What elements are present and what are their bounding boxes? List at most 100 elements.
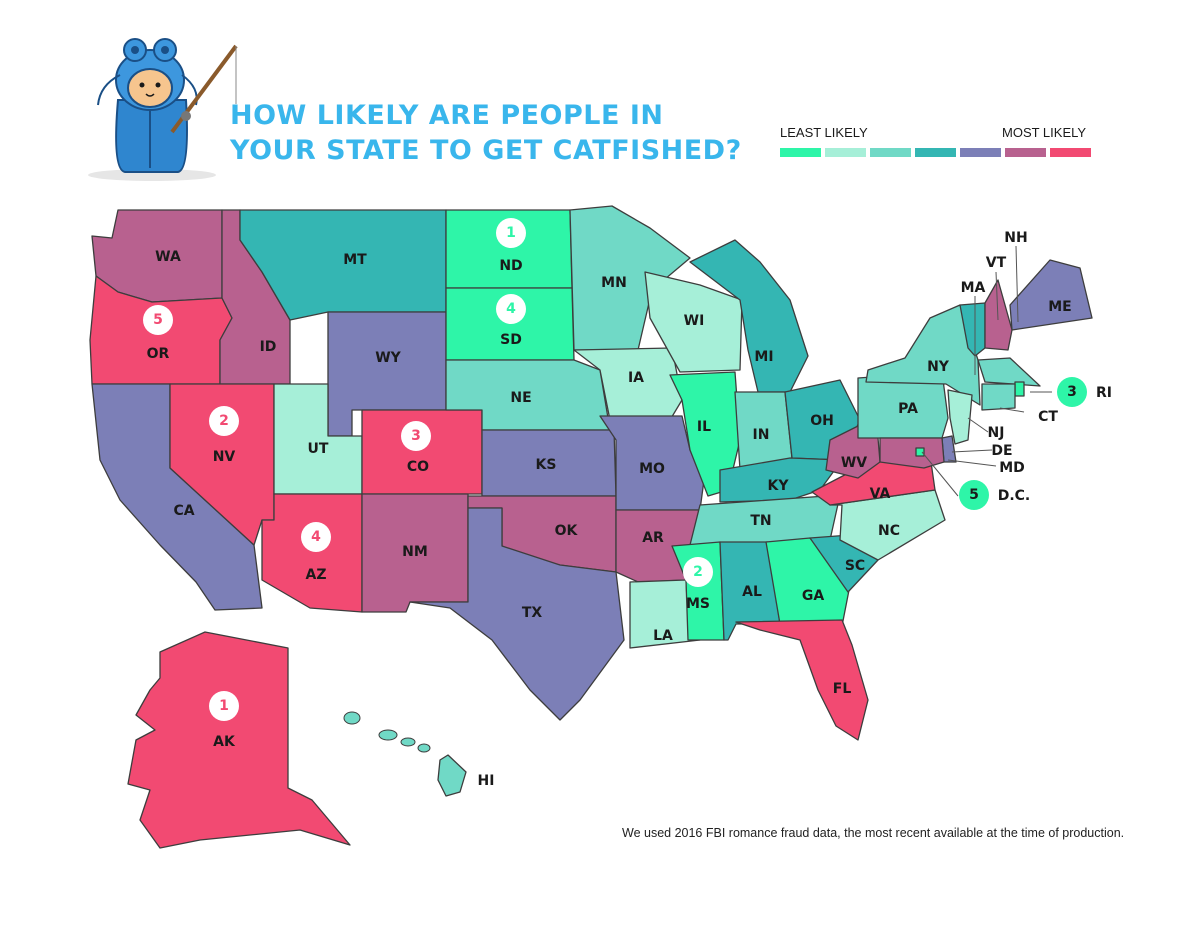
state-label-wy: WY [375, 350, 401, 366]
state-label-ny: NY [927, 359, 950, 375]
rank-badge-ms [683, 557, 713, 587]
state-me[interactable] [1009, 259, 1093, 331]
rank-number-ms: 2 [693, 564, 703, 580]
state-label-al: AL [742, 584, 762, 600]
rank-badge-ak [209, 691, 239, 721]
rank-number-co: 3 [411, 428, 421, 444]
state-label-sd: SD [500, 332, 522, 348]
state-nh[interactable] [984, 279, 1013, 351]
state-label-nm: NM [402, 544, 428, 560]
rank-badge-nv [209, 406, 239, 436]
state-label-az: AZ [306, 567, 327, 583]
rank-number-ak: 1 [219, 698, 229, 714]
leader-line-1 [1015, 245, 1019, 323]
state-label-nd: ND [499, 258, 522, 274]
state-label-fl: FL [833, 681, 852, 697]
rank-badge-co [401, 421, 431, 451]
state-ak[interactable] [127, 631, 351, 849]
state-label-or: OR [147, 346, 170, 362]
leader-line-6 [967, 417, 989, 433]
hi-island-4 [417, 743, 431, 753]
state-label-ak: AK [213, 734, 236, 750]
legend-swatch-1 [780, 148, 821, 157]
state-label-ut: UT [308, 441, 329, 457]
state-nj[interactable] [947, 389, 973, 445]
rank-number-az: 4 [311, 529, 321, 545]
leader-line-7 [951, 449, 993, 453]
state-label-ri: RI [1096, 385, 1112, 401]
state-az[interactable] [261, 493, 363, 613]
state-label-id: ID [260, 339, 277, 355]
state-ri[interactable] [1014, 381, 1025, 397]
state-label-wa: WA [155, 249, 181, 265]
state-hi[interactable] [437, 754, 467, 797]
title-line-2: YOUR STATE TO GET CATFISHED? [230, 135, 742, 166]
hi-island-1 [343, 711, 361, 725]
footnote: We used 2016 FBI romance fraud data, the… [622, 826, 1125, 840]
state-ma[interactable] [977, 357, 1041, 387]
rank-number-d-c: 5 [969, 487, 979, 503]
leader-line-9 [921, 451, 959, 497]
state-label-tx: TX [522, 605, 543, 621]
state-label-sc: SC [845, 558, 865, 574]
state-label-mn: MN [601, 275, 627, 291]
state-label-il: IL [697, 419, 711, 435]
state-il[interactable] [669, 371, 741, 497]
state-label-vt: VT [986, 255, 1007, 271]
state-label-wi: WI [684, 313, 705, 329]
state-mi[interactable] [689, 239, 809, 393]
state-label-ct: CT [1038, 409, 1058, 425]
legend-swatch-3 [870, 148, 911, 157]
rank-badge-or [143, 305, 173, 335]
state-label-md: MD [999, 460, 1025, 476]
state-label-tn: TN [750, 513, 771, 529]
state-label-la: LA [653, 628, 673, 644]
page-title: HOW LIKELY ARE PEOPLE IN YOUR STATE TO G… [230, 98, 750, 168]
state-label-nh: NH [1004, 230, 1027, 246]
state-label-d-c: D.C. [998, 488, 1031, 504]
state-vt[interactable] [959, 302, 986, 357]
legend-scale [780, 148, 1091, 157]
state-label-mt: MT [343, 252, 367, 268]
state-label-ok: OK [555, 523, 579, 539]
rank-number-ri: 3 [1067, 384, 1077, 400]
rank-badge-sd [496, 294, 526, 324]
title-line-1: HOW LIKELY ARE PEOPLE IN [230, 100, 664, 131]
rank-number-or: 5 [153, 312, 163, 328]
state-label-va: VA [870, 486, 891, 502]
state-label-ia: IA [628, 370, 644, 386]
leader-line-8 [947, 459, 997, 467]
state-fl[interactable] [735, 619, 869, 741]
legend-least-label: LEAST LIKELY [780, 125, 868, 140]
state-label-ky: KY [768, 478, 790, 494]
state-label-nc: NC [878, 523, 900, 539]
state-label-mi: MI [754, 349, 773, 365]
state-d-c[interactable] [915, 447, 925, 457]
legend-most-label: MOST LIKELY [1002, 125, 1087, 140]
state-label-ca: CA [173, 503, 194, 519]
state-wi[interactable] [644, 271, 743, 373]
legend-swatch-6 [1005, 148, 1046, 157]
state-tx[interactable] [409, 507, 625, 721]
state-label-ga: GA [802, 588, 824, 604]
state-label-de: DE [991, 443, 1012, 459]
state-label-oh: OH [810, 413, 834, 429]
rank-number-nv: 2 [219, 413, 229, 429]
rank-number-nd: 1 [506, 225, 516, 241]
state-label-ms: MS [686, 596, 710, 612]
rank-badge-d-c [959, 480, 989, 510]
state-labels-layer: WA OR 5 CA ID NV 2 MT WY UT CO 3 AZ 4 NM ND 1 SD 4 NE KS OK TX… [143, 218, 1112, 789]
states-layer [89, 205, 1093, 849]
state-ga[interactable] [765, 537, 851, 627]
state-label-me: ME [1048, 299, 1072, 315]
state-ct[interactable] [981, 383, 1016, 411]
legend-swatch-4 [915, 148, 956, 157]
hi-island-3 [400, 737, 416, 747]
state-label-nv: NV [213, 449, 236, 465]
state-mo[interactable] [599, 415, 705, 511]
state-label-pa: PA [898, 401, 918, 417]
state-md[interactable] [879, 437, 945, 469]
rank-badge-az [301, 522, 331, 552]
hi-island-2 [378, 729, 398, 741]
